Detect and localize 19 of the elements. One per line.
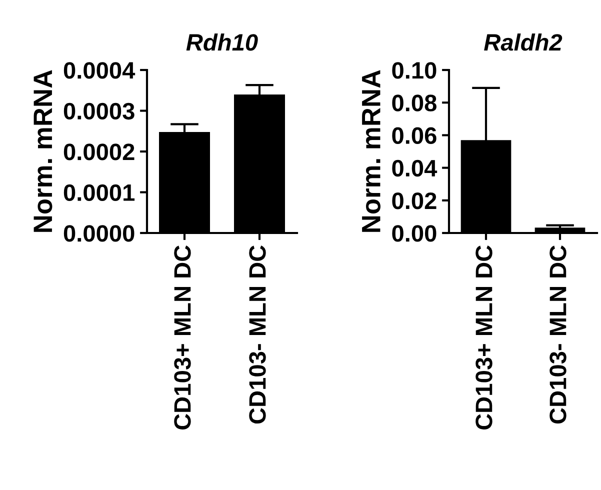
- y-tick-label: 0.02: [392, 192, 436, 210]
- x-tick-label: CD103+ MLN DC: [476, 245, 492, 430]
- y-tick-label: 0.06: [392, 127, 436, 144]
- y-tick-label: 0.00: [392, 225, 436, 242]
- chart-title: Rdh10: [186, 33, 258, 51]
- x-tick-label: CD103- MLN DC: [249, 245, 266, 424]
- y-tick-label: 0.0004: [64, 62, 136, 79]
- x-tick-label: CD103- MLN DC: [550, 245, 566, 424]
- y-tick-label: 0.0002: [64, 144, 134, 160]
- y-tick-label: 0.0001: [64, 184, 135, 202]
- x-tick-label: CD103+ MLN DC: [174, 245, 191, 430]
- y-tick-label: 0.0000: [64, 225, 134, 242]
- y-tick-label: 0.10: [392, 62, 436, 79]
- chart-title: Raldh2: [484, 33, 562, 51]
- y-tick-label: 0.08: [392, 94, 436, 112]
- y-axis-title: Norm. mRNA: [362, 70, 380, 232]
- y-tick-label: 0.0003: [64, 102, 134, 120]
- y-axis-title: Norm. mRNA: [34, 70, 52, 232]
- y-tick-label: 0.04: [392, 160, 438, 177]
